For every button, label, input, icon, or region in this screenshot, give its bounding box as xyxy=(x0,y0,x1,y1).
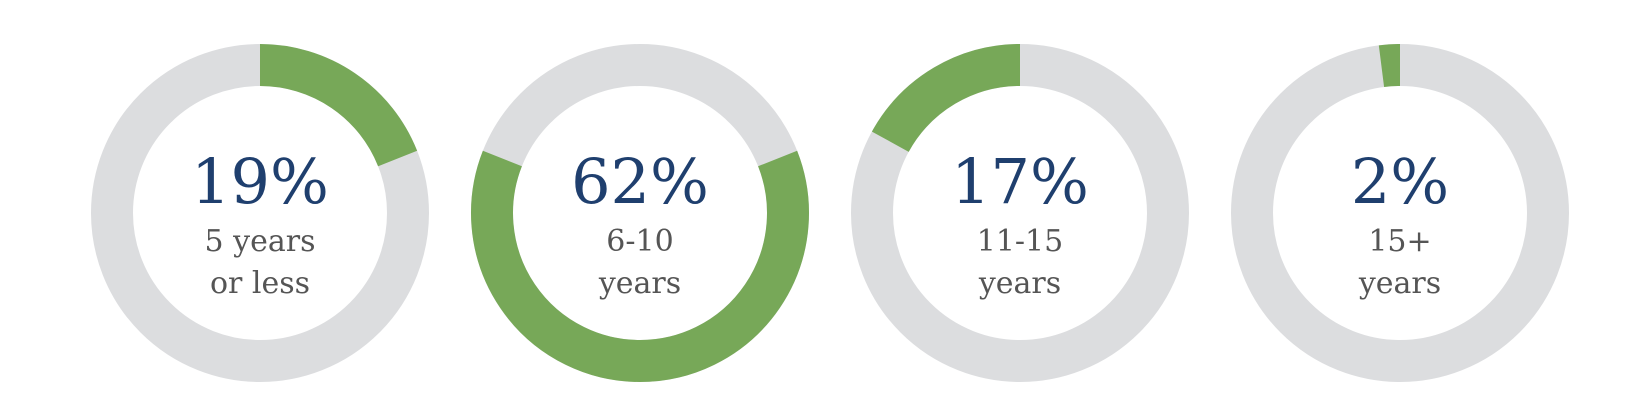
donut-6-10-years: 62% 6-10 years xyxy=(471,44,809,382)
category-label-line-2: years xyxy=(598,266,681,301)
category-label-line-2: or less xyxy=(210,266,310,301)
category-label-line-2: years xyxy=(1358,266,1441,301)
category-label-line-2: years xyxy=(978,266,1061,301)
donut-arc-fill xyxy=(871,44,1021,153)
donut-5-years-or-less: 19% 5 years or less xyxy=(91,44,429,382)
donut-15-plus-years: 2% 15+ years xyxy=(1231,44,1569,382)
category-label-line-1: 5 years xyxy=(205,224,316,259)
percentage-label: 19% xyxy=(191,145,329,218)
donut-11-15-years: 17% 11-15 years xyxy=(851,44,1189,382)
category-label-line-1: 15+ xyxy=(1368,224,1431,259)
category-label-line-1: 11-15 xyxy=(977,224,1063,259)
category-label-line-1: 6-10 xyxy=(606,224,673,259)
percentage-label: 2% xyxy=(1351,145,1449,218)
donut-track xyxy=(851,44,1189,382)
donut-arc-fill xyxy=(259,44,418,167)
donut-arc-fill xyxy=(1378,44,1401,88)
percentage-label: 17% xyxy=(951,145,1089,218)
percentage-label: 62% xyxy=(571,145,709,218)
donut-arc-fill xyxy=(471,150,809,382)
